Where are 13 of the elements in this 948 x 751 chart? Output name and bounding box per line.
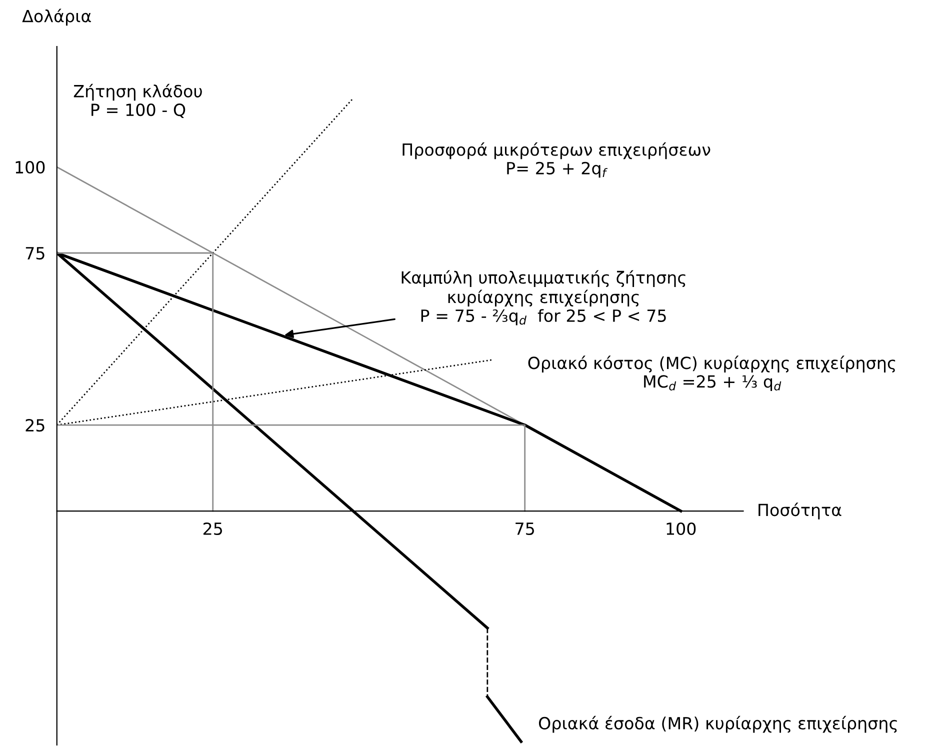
annotation: Προσφορά μικρότερων επιχειρήσεων P= 25 + 2q$_{f}$ [402, 142, 710, 178]
y-axis-title: Δολάρια [22, 8, 91, 26]
annotation: Καμπύλη υπολειμματικής ζήτησης κυρίαρχης επιχείρησης P = 75 - ⅔q$_{d}$ for 25 < P < 75 [402, 270, 686, 326]
y-tick-label: 25 [26, 418, 44, 432]
annotation: Οριακά έσοδα (MR) κυρίαρχης επιχείρησης [538, 716, 897, 733]
x-tick-label: 75 [516, 522, 534, 536]
x-tick-label: 25 [203, 522, 222, 536]
y-tick-label: 75 [26, 247, 44, 260]
annotation: Ζήτηση κλάδου P = 100 - Q [74, 84, 202, 118]
y-tick-label: 100 [16, 160, 45, 174]
annotation: Οριακό κόστος (MC) κυρίαρχης επιχείρησης MC$_{d}$ =25 + ⅓ q$_{d}$ [528, 356, 896, 392]
x-tick-label: 100 [666, 522, 696, 536]
x-axis-title: Ποσότητα [758, 502, 842, 520]
